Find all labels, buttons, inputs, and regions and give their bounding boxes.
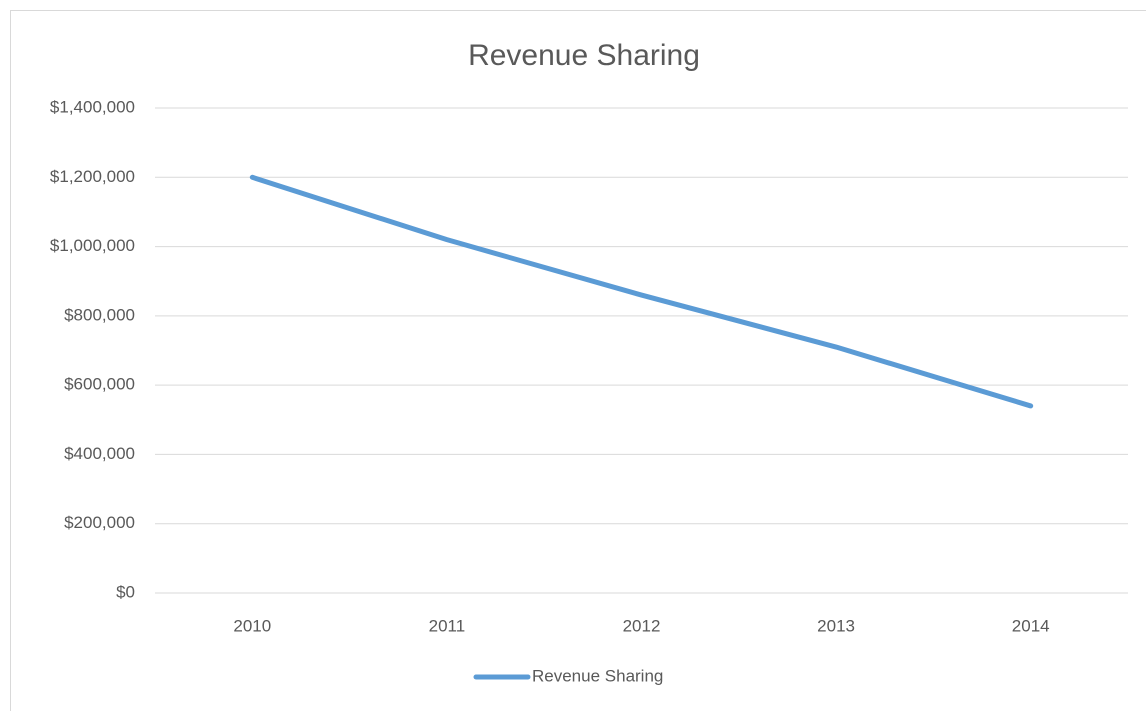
y-tick-label: $200,000 [64, 513, 135, 532]
x-tick-label: 2012 [623, 616, 661, 635]
y-tick-label: $400,000 [64, 444, 135, 463]
series-line [249, 174, 1034, 409]
x-tick-label: 2014 [1012, 616, 1050, 635]
chart-title: Revenue Sharing [468, 39, 700, 72]
chart-border [10, 10, 1146, 711]
y-tick-label: $0 [116, 582, 135, 601]
x-tick-label: 2013 [817, 616, 855, 635]
y-tick-label: $600,000 [64, 375, 135, 394]
x-tick-label: 2010 [233, 616, 271, 635]
x-tick-label: 2011 [429, 616, 466, 635]
y-tick-label: $800,000 [64, 305, 135, 324]
y-tick-label: $1,200,000 [50, 167, 135, 186]
y-tick-label: $1,000,000 [50, 236, 135, 255]
y-tick-label: $1,400,000 [50, 97, 135, 116]
legend-label: Revenue Sharing [532, 666, 663, 685]
